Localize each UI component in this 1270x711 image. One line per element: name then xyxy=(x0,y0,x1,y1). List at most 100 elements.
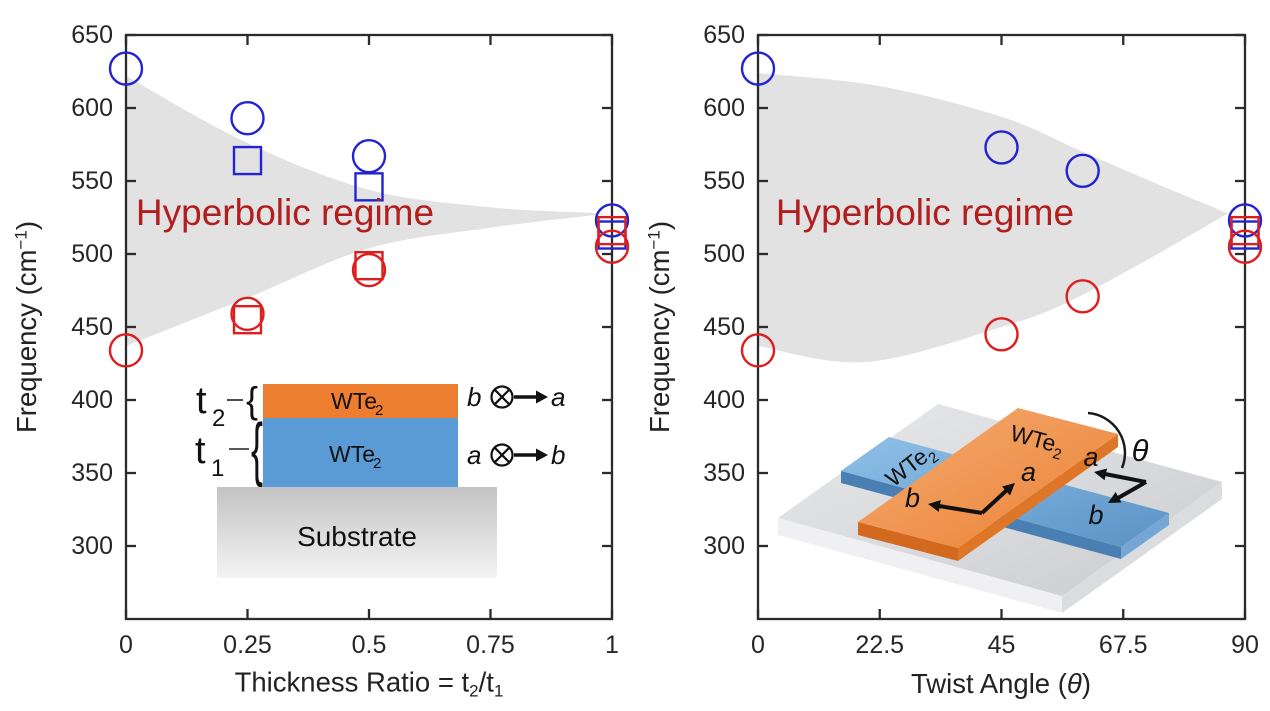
marker-blue-circles xyxy=(108,51,144,86)
axis-label-b: b xyxy=(905,483,920,513)
substrate-3d-front-face xyxy=(778,518,1062,613)
axis-into-page-icon xyxy=(490,443,514,467)
theta-arc xyxy=(1087,411,1127,469)
y-tick-label: 300 xyxy=(71,532,113,560)
marker-red-circles xyxy=(108,333,144,368)
marker-blue-circles xyxy=(594,203,630,238)
b-axis-arrowhead xyxy=(536,448,548,462)
x-tick-label: 22.5 xyxy=(855,631,905,659)
y-tick-label: 400 xyxy=(71,386,113,414)
y-tick-label: 400 xyxy=(703,386,745,414)
marker-red-circles xyxy=(984,317,1019,352)
marker-red-circles xyxy=(351,252,387,288)
marker-blue-circles xyxy=(1227,203,1263,238)
substrate-3d-right-face xyxy=(1062,482,1222,613)
x-tick-label: 0.25 xyxy=(223,631,272,659)
axis-into-page-icon xyxy=(490,385,514,409)
left-inset-stack-schematic: WTe 2 WTe 2 Substrate t 2 t 1 { { b xyxy=(195,380,565,578)
marker-red-circles xyxy=(230,296,265,332)
hyperbolic-regime-band xyxy=(758,73,1237,363)
marker-red-squares xyxy=(232,305,263,335)
b-axis-arrowhead xyxy=(1108,492,1122,503)
bottom-wte2-layer xyxy=(263,418,458,488)
y-tick-label: 500 xyxy=(703,240,745,268)
a-axis-arrowhead xyxy=(1094,468,1107,481)
t1-label: t xyxy=(195,430,206,472)
bottom-layer-label-sub: 2 xyxy=(373,455,381,472)
right-x-axis-title: Twist Angle (θ) xyxy=(911,668,1091,699)
marker-red-squares xyxy=(354,250,384,281)
marker-red-circles xyxy=(1227,229,1263,264)
y-tick-label: 600 xyxy=(71,94,113,122)
substrate-block xyxy=(217,487,497,578)
top-layer-label-sub: 2 xyxy=(375,402,383,419)
marker-red-squares xyxy=(1230,215,1260,246)
right-hyperbolic-regime-label: Hyperbolic regime xyxy=(775,192,1075,233)
marker-blue-circles xyxy=(1065,153,1100,188)
axis-label-b: b xyxy=(1088,500,1103,530)
orange-slab-axes: b a xyxy=(905,457,1036,515)
marker-red-circles xyxy=(740,333,776,368)
t2-brace: { xyxy=(246,380,258,421)
orange-slab-right-face xyxy=(958,434,1118,561)
axis-label-b: b xyxy=(467,382,481,412)
x-tick-label: 0 xyxy=(751,631,765,659)
marker-red-circles xyxy=(1065,279,1100,314)
x-tick-label: 0 xyxy=(119,631,133,659)
y-tick-label: 450 xyxy=(703,313,745,341)
orange-slab-top-face xyxy=(858,408,1118,548)
orange-slab-front-face xyxy=(858,522,958,561)
b-axis-arrowhead xyxy=(928,500,941,512)
marker-blue-squares xyxy=(232,145,263,176)
x-tick-label: 0.75 xyxy=(466,631,515,659)
axis-label-a: a xyxy=(551,382,565,412)
bottom-layer-label: WTe xyxy=(329,441,375,467)
axis-label-a: a xyxy=(1021,457,1036,487)
top-layer-label: WTe xyxy=(331,388,377,414)
t1-brace: { xyxy=(251,409,263,487)
marker-blue-circles xyxy=(740,51,776,86)
marker-red-squares xyxy=(597,215,627,246)
y-tick-label: 650 xyxy=(703,21,745,49)
hyperbolic-regime-band xyxy=(126,75,611,347)
y-tick-label: 350 xyxy=(703,459,745,487)
theta-label: θ xyxy=(1132,433,1149,468)
substrate-label: Substrate xyxy=(297,521,417,552)
a-axis-arrow xyxy=(1104,472,1147,484)
right-inset-twist-schematic: WTe 2 WTe 2 b a xyxy=(778,404,1222,613)
y-tick-label: 550 xyxy=(71,167,113,195)
left-hyperbolic-regime-label: Hyperbolic regime xyxy=(135,192,435,233)
axis-label-b: b xyxy=(551,440,565,470)
a-axis-arrowhead xyxy=(1002,483,1015,496)
marker-blue-circles xyxy=(351,138,387,174)
y-tick-label: 350 xyxy=(71,459,113,487)
marker-blue-circles xyxy=(984,130,1019,165)
t1-label-sub: 1 xyxy=(211,455,224,482)
t2-label: t xyxy=(196,380,207,422)
y-tick-label: 650 xyxy=(71,21,113,49)
blue-slab-right-face xyxy=(1121,513,1169,559)
y-tick-label: 450 xyxy=(71,313,113,341)
y-tick-label: 550 xyxy=(703,167,745,195)
right-panel-plot xyxy=(740,33,1263,621)
left-panel-plot xyxy=(108,33,630,621)
x-tick-label: 67.5 xyxy=(1098,631,1148,659)
b-axis-arrow xyxy=(1117,480,1147,500)
svg-text:{: { xyxy=(251,409,263,487)
x-tick-label: 1 xyxy=(605,631,619,659)
b-axis-arrow xyxy=(938,504,983,515)
axis-label-a: a xyxy=(1083,442,1098,472)
top-wte2-layer xyxy=(263,384,458,418)
axis-label-a: a xyxy=(467,440,481,470)
left-x-axis-title: Thickness Ratio = t2/t1 xyxy=(234,666,504,701)
x-tick-label: 90 xyxy=(1231,631,1259,659)
a-axis-arrow xyxy=(980,488,1009,515)
marker-red-circles xyxy=(594,229,630,264)
blue-slab-axes: a b xyxy=(1083,442,1147,530)
y-tick-label: 600 xyxy=(703,94,745,122)
x-tick-label: 0.5 xyxy=(351,631,387,659)
y-tick-label: 500 xyxy=(71,240,113,268)
svg-text:{: { xyxy=(246,380,258,421)
